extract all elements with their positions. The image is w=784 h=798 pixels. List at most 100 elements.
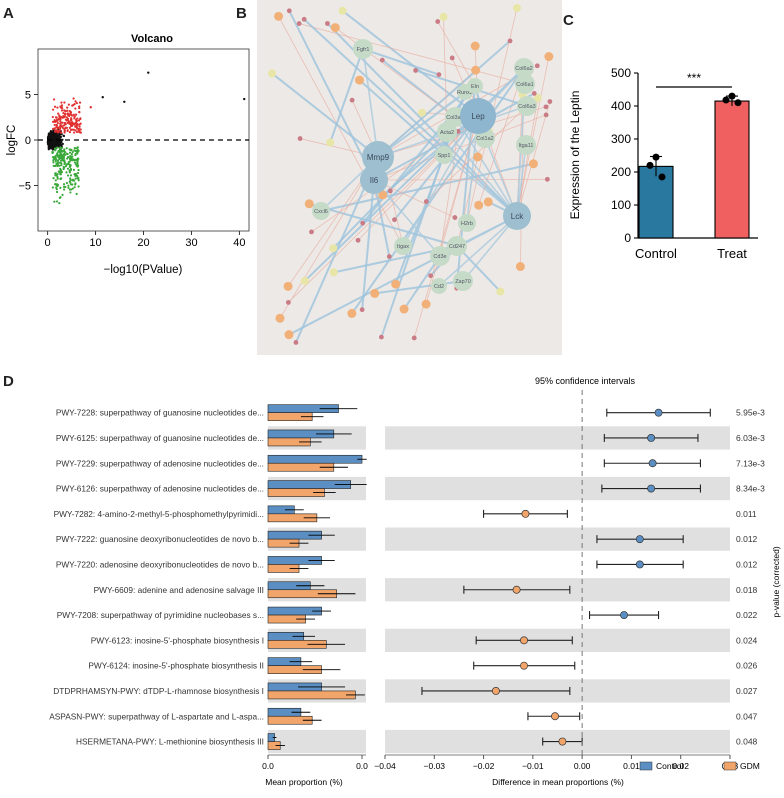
pathway-label: PWY-7222: guanosine deoxyribonucleotides…: [56, 534, 264, 544]
network-node-spp1: [435, 146, 453, 164]
volcano-point-up: [70, 118, 73, 121]
network-edge: [516, 101, 551, 217]
network-node-fgfr1: [353, 39, 373, 59]
network-small-node: [285, 300, 291, 305]
network-small-node: [413, 68, 419, 73]
volcano-point-down: [70, 152, 73, 156]
volcano-point-up: [65, 116, 68, 119]
pathway-label: PWY-7229: superpathway of adenosine nucl…: [56, 458, 264, 468]
volcano-point-down: [69, 177, 72, 180]
network-node-cd2: [431, 278, 447, 294]
network-small-node: [360, 220, 366, 226]
volcano-point-up: [72, 113, 75, 116]
leptin-y-tick-label: 0: [624, 231, 631, 245]
leptin-bar-treat: [714, 100, 750, 239]
network-node-label: Cd3e: [433, 254, 446, 260]
volcano-point-down: [61, 154, 64, 157]
network-small-nodes: [268, 4, 554, 345]
volcano-point-down: [54, 160, 57, 163]
network-node-label: Itga11: [519, 143, 534, 149]
volcano-point-ns: [48, 145, 51, 148]
volcano-x-label: −log10(PValue): [104, 264, 183, 276]
volcano-point-up: [60, 101, 63, 104]
network-edge: [362, 48, 379, 158]
legend-label-control: Control: [656, 761, 684, 771]
volcano-point-up: [68, 130, 72, 134]
volcano-point-down: [62, 159, 65, 162]
volcano-point-down: [54, 156, 57, 159]
network-node-label: H2rb: [461, 221, 473, 227]
network-edge: [299, 23, 526, 85]
network-hub-mmp9: [362, 141, 394, 173]
volcano-point-down: [56, 146, 59, 149]
network-node-eln: [467, 78, 483, 94]
leptin-y-tick-label: 200: [611, 165, 631, 179]
network-edge: [303, 18, 518, 217]
pathway-label: HSERMETANA-PWY: L-methionine biosynthesi…: [76, 737, 264, 747]
volcano-point-up: [66, 117, 70, 120]
network-small-node: [329, 268, 338, 277]
volcano-point-down: [54, 154, 57, 158]
network-small-node: [387, 188, 393, 194]
volcano-point-up: [61, 116, 64, 119]
volcano-point-down: [57, 170, 60, 173]
diff-point: [520, 661, 528, 670]
volcano-point-down: [58, 202, 61, 205]
volcano-point-up: [66, 129, 69, 133]
volcano-point-up: [55, 125, 58, 129]
network-node-label: Itgax: [397, 244, 409, 250]
network-small-node: [309, 229, 314, 235]
network-small-node: [347, 308, 357, 318]
network-panel: Col3a1 Col1a2 Itga11 Acta2 Spp1 Cd3e Cd247 Zap7…: [257, 0, 562, 355]
volcano-y-ticks: 5 0 −5: [18, 90, 38, 193]
network-small-node: [283, 281, 293, 291]
network-edge: [373, 179, 456, 218]
volcano-x-tick-label: 30: [185, 237, 197, 249]
volcano-point-ns: [50, 136, 53, 139]
volcano-point-up: [63, 101, 66, 104]
volcano-point-down: [77, 179, 80, 182]
volcano-point-down: [54, 179, 57, 182]
volcano-point-down: [60, 149, 63, 152]
pvalue-label: 0.024: [736, 635, 758, 645]
network-hub-label: Mmp9: [367, 153, 390, 162]
leptin-bar-control: [638, 165, 674, 239]
network-hub-label: Lck: [511, 212, 524, 221]
volcano-point-down: [59, 196, 62, 199]
diff-point: [620, 611, 628, 619]
volcano-point-down: [76, 171, 80, 175]
volcano-point-up: [72, 122, 75, 125]
volcano-point-down: [64, 185, 67, 189]
left-x-label: Mean proportion (%): [265, 777, 343, 787]
network-node-h2rb: [458, 214, 476, 232]
bar-gdm: [267, 690, 356, 700]
volcano-point-down: [76, 176, 79, 180]
network-edge: [308, 202, 458, 247]
network-node-label: Col1a2: [476, 136, 493, 142]
volcano-point-up: [64, 118, 68, 121]
network-small-node: [474, 200, 484, 210]
network-small-node: [300, 276, 309, 285]
network-small-node: [286, 8, 292, 14]
leptin-point: [722, 96, 730, 104]
volcano-point-ns: [47, 136, 50, 139]
volcano-point-up: [53, 127, 56, 130]
network-edge: [456, 245, 502, 293]
right-x-tick-label: −0.03: [424, 761, 446, 771]
volcano-point-down: [51, 151, 55, 154]
volcano-point-up: [53, 120, 56, 123]
pathway-label: ASPASN-PWY: superpathway of L-aspartate …: [49, 711, 264, 721]
leptin-y-tick-label: 100: [611, 198, 631, 212]
volcano-point-down: [63, 162, 66, 166]
volcano-point-down: [75, 192, 78, 196]
volcano-point-down: [53, 183, 57, 186]
volcano-point-down: [65, 181, 69, 185]
volcano-point-up: [78, 101, 82, 104]
pvalue-label: 6.03e-3: [736, 433, 765, 443]
volcano-point-up: [59, 116, 62, 120]
pathway-label: PWY-6126: superpathway of adenosine nucl…: [56, 484, 264, 494]
leptin-y-label: Expression of the Leptin: [568, 91, 582, 220]
network-small-node: [268, 69, 277, 78]
volcano-point-down: [59, 167, 62, 170]
volcano-point-up: [58, 129, 62, 132]
